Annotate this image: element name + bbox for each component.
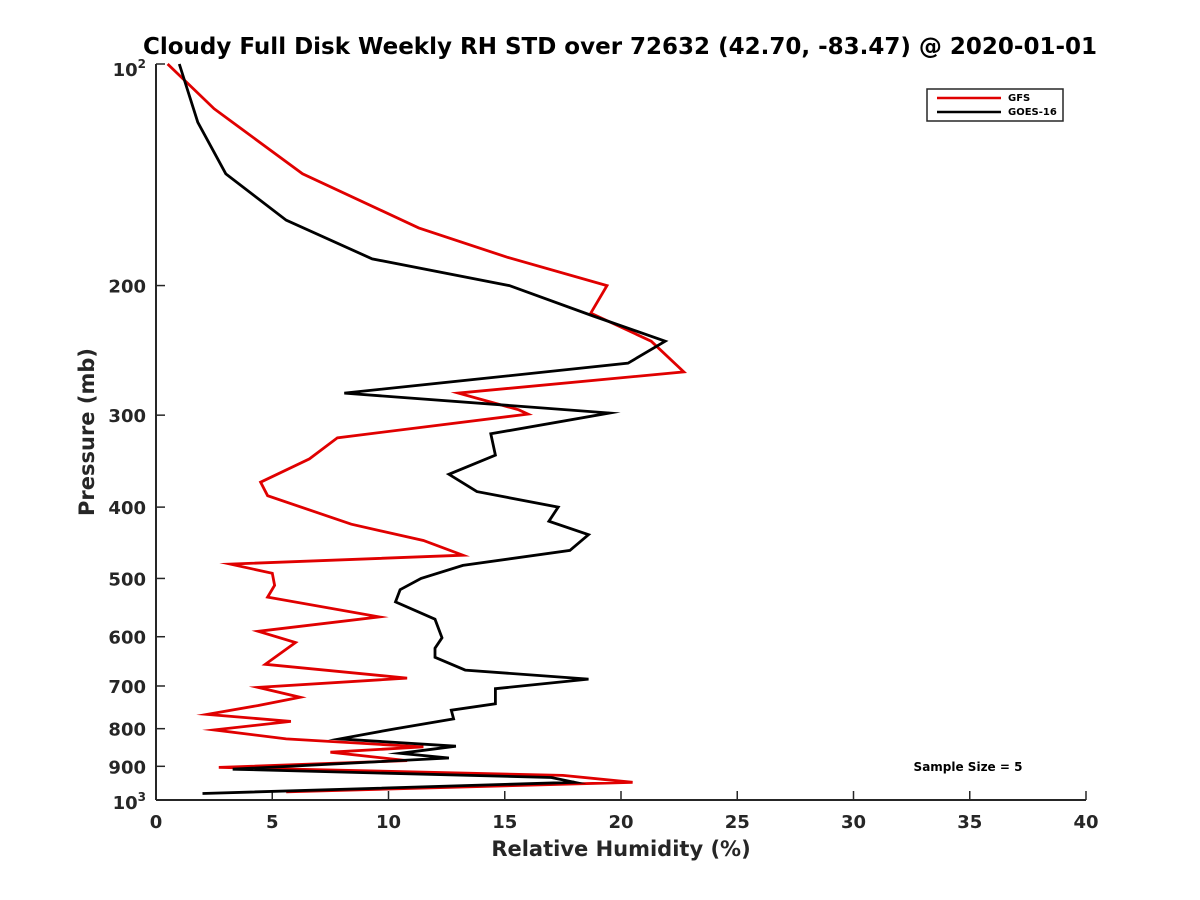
y-tick-label: 300	[108, 406, 146, 427]
x-tick-label: 20	[608, 812, 633, 833]
y-tick-power-exp-bottom: 3	[138, 790, 146, 804]
legend-box	[926, 88, 1064, 122]
x-tick-label: 25	[725, 812, 750, 833]
x-tick-label: 30	[841, 812, 866, 833]
chart-title: Cloudy Full Disk Weekly RH STD over 7263…	[143, 34, 1097, 60]
y-tick-label-power-bottom: 103	[113, 790, 146, 814]
x-axis-label: Relative Humidity (%)	[491, 837, 750, 861]
y-tick-label: 800	[108, 720, 146, 741]
y-ticks: 200 300 400 500 600 700 800 900	[108, 63, 165, 801]
legend-label-gfs: GFS	[1008, 93, 1030, 104]
series-line-goes16	[177, 63, 669, 795]
x-tick-label: 40	[1073, 812, 1098, 833]
legend-label-goes16: GOES-16	[1008, 107, 1057, 118]
sample-size-annotation: Sample Size = 5	[914, 760, 1023, 774]
y-tick-label: 900	[108, 757, 146, 778]
series-line-gfs	[166, 62, 688, 794]
x-tick-label: 15	[492, 812, 517, 833]
y-axis-label: Pressure (mb)	[75, 348, 99, 516]
y-tick-label-power-top: 102	[113, 57, 146, 81]
x-tick-label: 5	[266, 812, 279, 833]
y-tick-label: 700	[108, 677, 146, 698]
y-tick-power-base-top: 10	[113, 60, 138, 81]
y-tick-label: 500	[108, 569, 146, 590]
x-tick-label: 10	[376, 812, 401, 833]
y-tick-label: 400	[108, 498, 146, 519]
y-tick-power-base-bottom: 10	[113, 793, 138, 814]
y-tick-label: 200	[108, 277, 146, 298]
series-lines	[166, 62, 688, 795]
x-tick-label: 35	[957, 812, 982, 833]
y-tick-power-exp-top: 2	[138, 57, 146, 71]
x-tick-label: 0	[150, 812, 163, 833]
legend: GFS GOES-16	[926, 88, 1064, 122]
y-tick-label: 600	[108, 628, 146, 649]
x-ticks: 0 5 10 15 20 25 30 35 40	[150, 791, 1099, 833]
